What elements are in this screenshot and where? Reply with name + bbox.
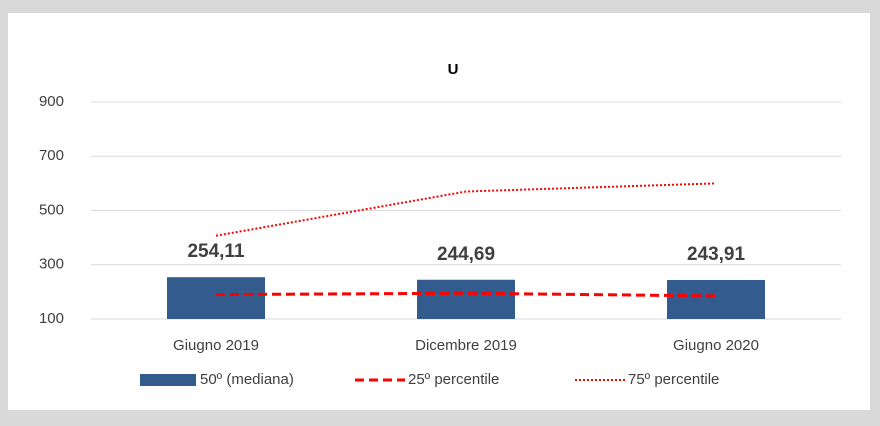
x-tick-label: Giugno 2020 [673, 337, 759, 354]
bar [167, 277, 265, 319]
legend-label: 50º (mediana) [200, 371, 294, 388]
line [215, 182, 717, 237]
chart-panel [8, 13, 870, 410]
data-label: 244,69 [437, 244, 495, 265]
legend-swatch [140, 374, 196, 386]
legend-label: 25º percentile [408, 371, 499, 388]
data-label: 243,91 [687, 244, 746, 265]
bar [417, 279, 515, 319]
y-tick-label: 100 [39, 310, 64, 327]
chart-title: U [448, 61, 459, 78]
legend-label: 75º percentile [628, 371, 719, 388]
y-tick-label: 700 [39, 147, 64, 164]
bar [667, 279, 765, 319]
y-tick-label: 900 [39, 93, 64, 110]
y-tick-label: 500 [39, 201, 64, 218]
y-tick-label: 300 [39, 256, 64, 273]
x-tick-label: Dicembre 2019 [415, 337, 517, 354]
data-label: 254,11 [187, 241, 244, 262]
x-tick-label: Giugno 2019 [173, 337, 259, 354]
